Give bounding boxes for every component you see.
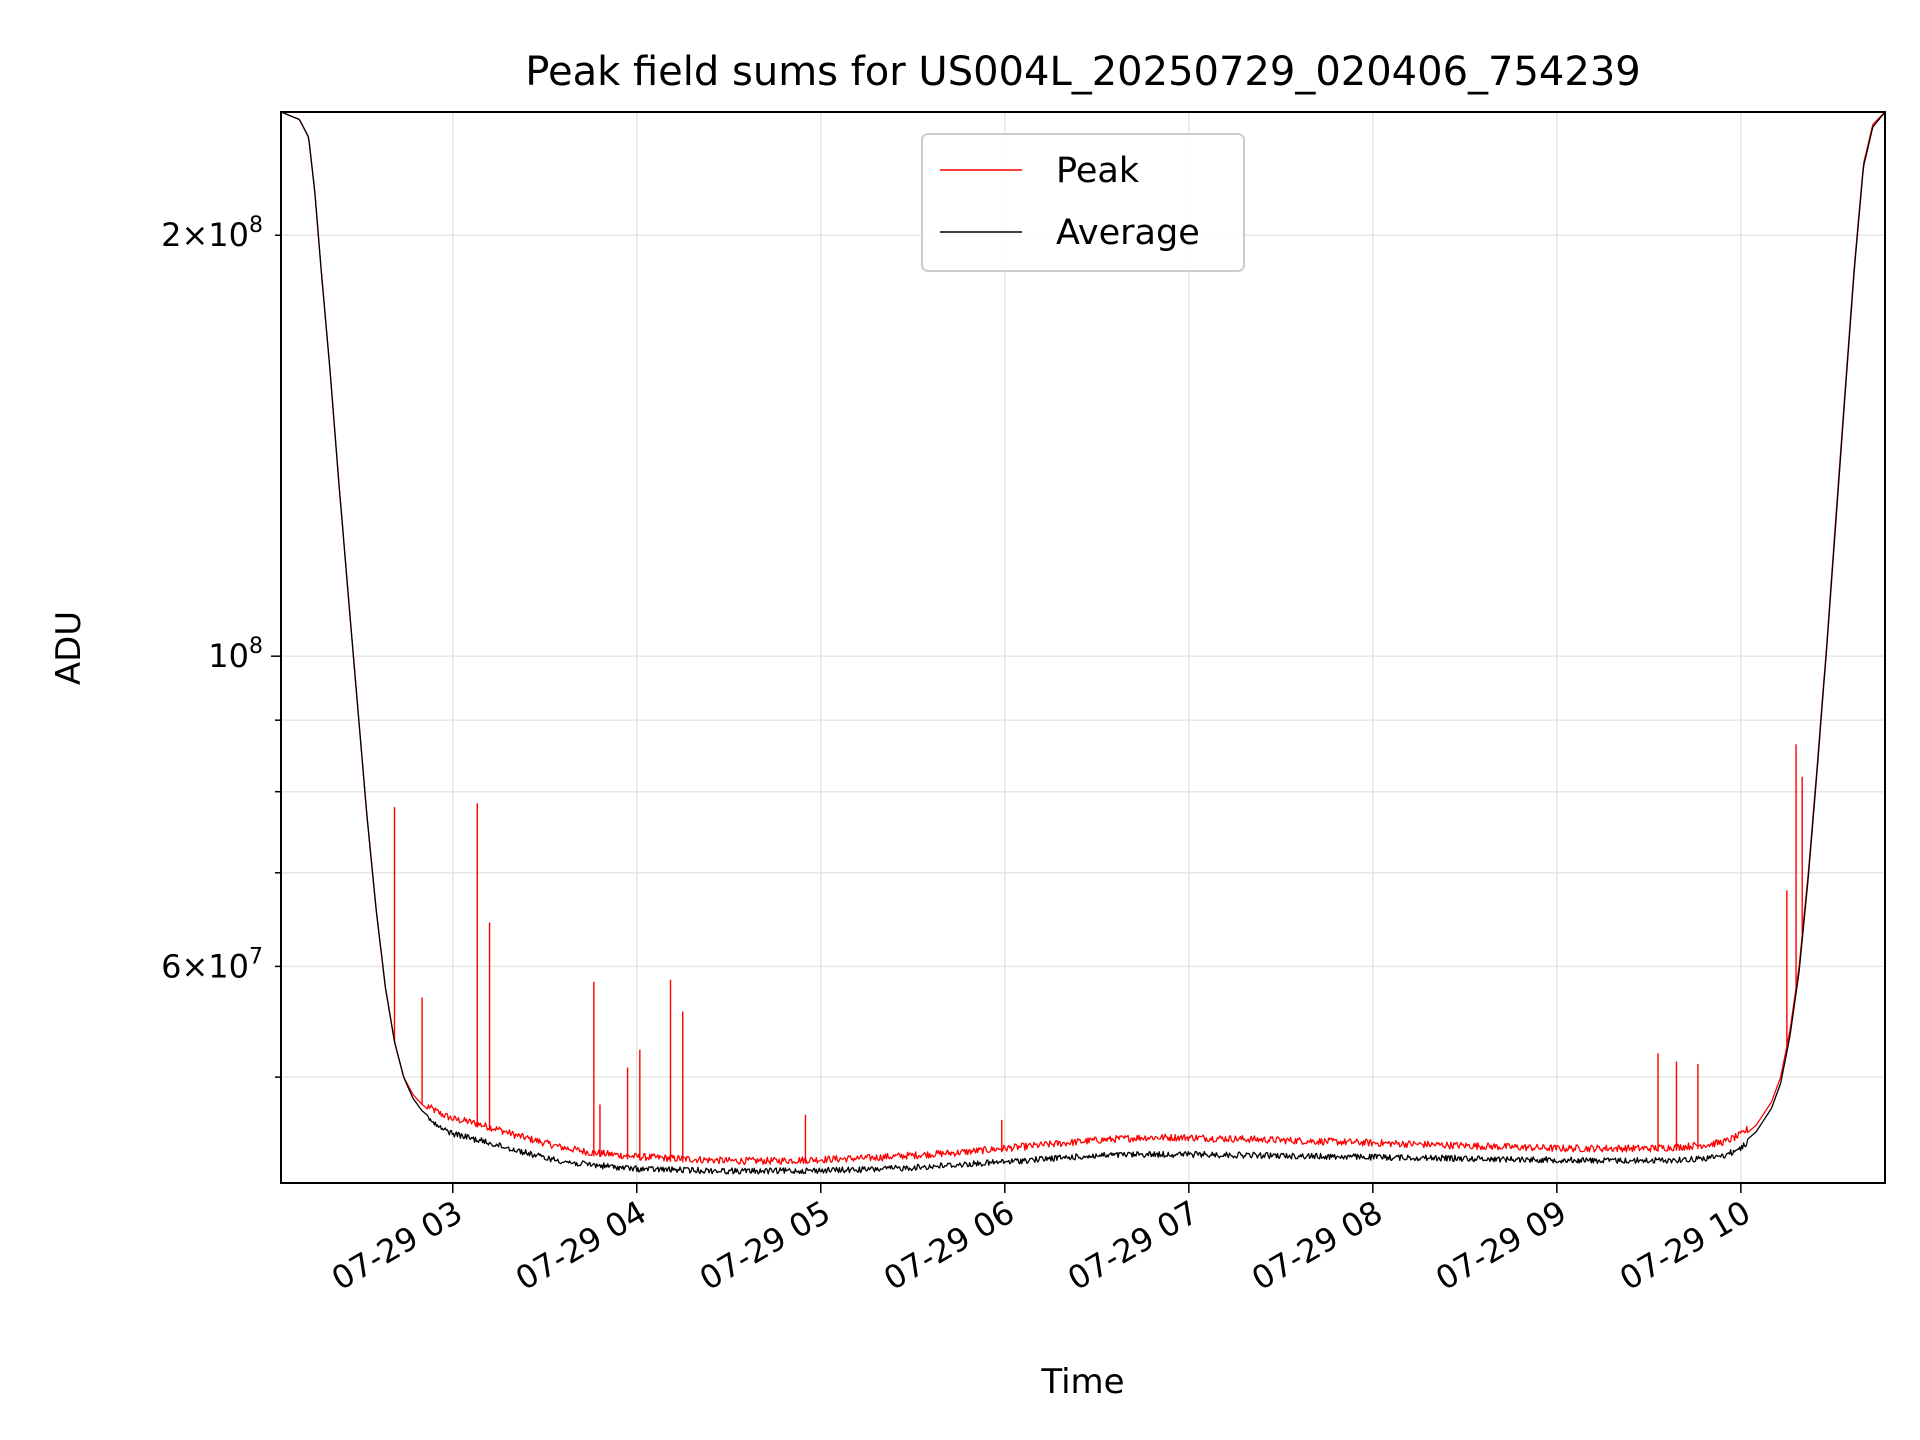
series-line-average bbox=[280, 111, 1886, 1175]
y-tick-label: 2×108 bbox=[161, 213, 263, 254]
legend-label-average: Average bbox=[1056, 213, 1200, 253]
y-tick-label: 108 bbox=[208, 634, 263, 675]
y-tick-label: 6×107 bbox=[161, 944, 263, 985]
legend-label-peak: Peak bbox=[1056, 151, 1140, 191]
y-tick-base: 10 bbox=[208, 637, 249, 675]
y-tick-mantissa: 2 bbox=[161, 216, 181, 254]
y-tick-base: 10 bbox=[208, 216, 249, 254]
y-tick-times: × bbox=[181, 947, 208, 985]
y-tick-times: × bbox=[181, 216, 208, 254]
plot-frame bbox=[280, 111, 1886, 1184]
x-axis-title: Time bbox=[1040, 1362, 1124, 1402]
series-line-peak bbox=[280, 111, 1886, 1166]
series-group bbox=[280, 111, 1886, 1175]
y-axis-title: ADU bbox=[49, 611, 89, 685]
y-tick-base: 10 bbox=[208, 947, 249, 985]
legend: Peak Average bbox=[921, 133, 1245, 272]
chart-title: Peak field sums for US004L_20250729_0204… bbox=[525, 49, 1640, 95]
y-tick-exponent: 7 bbox=[249, 944, 263, 969]
y-tick-mantissa: 6 bbox=[161, 947, 181, 985]
y-tick-exponent: 8 bbox=[249, 634, 263, 659]
y-tick-exponent: 8 bbox=[249, 213, 263, 238]
legend-box bbox=[921, 133, 1245, 272]
